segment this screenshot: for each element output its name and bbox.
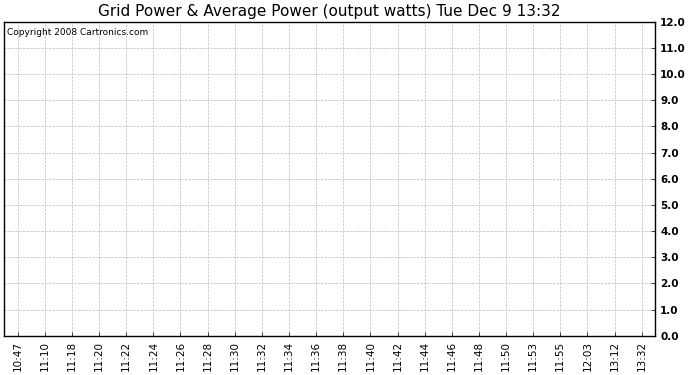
Text: Copyright 2008 Cartronics.com: Copyright 2008 Cartronics.com [8, 28, 148, 37]
Title: Grid Power & Average Power (output watts) Tue Dec 9 13:32: Grid Power & Average Power (output watts… [99, 4, 561, 19]
